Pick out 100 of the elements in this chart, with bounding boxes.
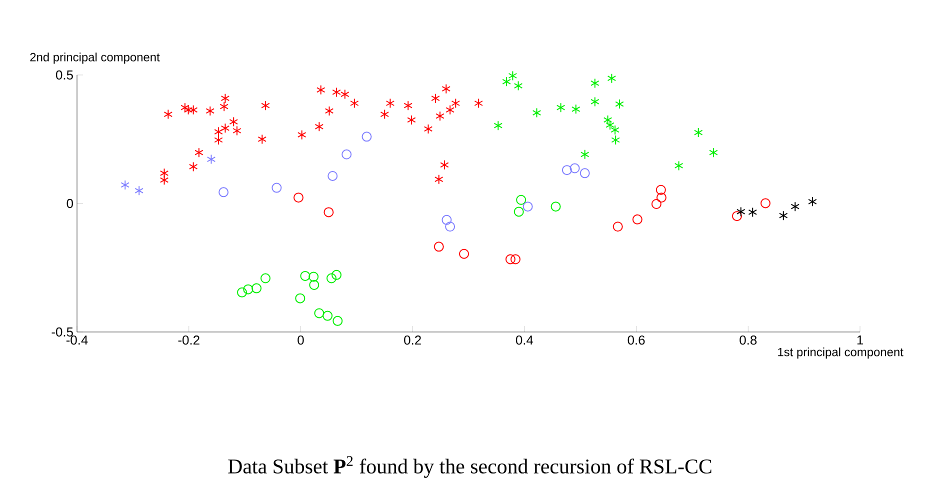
point [134,186,144,196]
x-tick-label: 0.4 [516,336,534,345]
point [434,242,444,252]
point [332,316,343,326]
y-axis-title: 2nd principal component [30,52,160,64]
point [326,273,336,284]
x-tick-label: 1 [857,336,863,344]
point [431,93,440,104]
point [258,134,267,144]
point [694,128,703,138]
point [508,70,518,81]
point [316,84,326,95]
point [404,100,413,111]
point [808,196,817,207]
point [445,222,456,232]
point [502,76,511,87]
point [295,293,306,304]
point [651,199,662,209]
x-tick-label: -0.4 [66,336,88,345]
point [314,308,324,318]
point [522,202,533,212]
y-tick-label: 0.5 [56,70,73,80]
point [510,254,520,264]
point [407,114,416,125]
point [656,184,666,195]
point [790,202,800,212]
point [164,109,173,120]
point [324,106,334,116]
point [350,98,359,108]
x-tick-label: 0.6 [628,336,645,345]
point [611,135,620,145]
point [632,214,642,224]
point [340,89,350,100]
x-tick-label: 0.2 [404,336,421,345]
point [674,160,684,171]
point [709,148,718,158]
point [206,154,216,164]
x-tick-label: -0.2 [178,336,200,345]
point [237,287,247,298]
point [260,273,270,284]
point [160,168,169,178]
point [442,84,451,94]
point [436,111,444,122]
point [314,122,324,132]
point [206,106,215,116]
point [732,211,742,222]
point [556,102,566,113]
point [516,194,526,205]
point [272,182,282,193]
point [293,192,304,203]
point [514,206,524,217]
point [607,73,616,84]
point [243,284,254,294]
point [328,170,338,181]
point [446,104,454,115]
point [308,272,319,282]
point [342,149,352,160]
point [362,132,372,142]
point [332,87,341,98]
x-tick-label: 0.8 [740,336,757,345]
point [309,280,320,290]
point [494,120,503,131]
point [322,310,333,321]
point [188,162,198,172]
point [532,108,542,118]
text: Data Subset P$^{2}$ found by the second recursion of RSL-CC [228,456,712,478]
point [120,180,130,190]
point [380,109,390,120]
x-tick-label: 0 [298,336,304,345]
point [612,222,623,232]
point [580,149,590,160]
point [474,98,483,108]
point [505,254,516,264]
point [580,168,590,178]
point [442,214,452,225]
point [261,100,270,111]
point [188,104,198,115]
point [656,192,666,203]
point [434,174,444,184]
point [332,270,342,280]
point [214,135,223,145]
point [562,165,572,176]
point [451,98,460,108]
point [297,130,306,140]
point [778,210,788,221]
point [550,202,561,212]
point [424,124,433,134]
point [570,163,580,174]
point [220,93,230,104]
point [220,102,228,112]
point [514,80,523,91]
point [324,207,334,218]
point [252,283,262,294]
point [590,96,600,107]
point [386,98,395,108]
point [220,123,230,134]
y-tick-label: -0.5 [52,327,73,337]
point [184,104,193,115]
point [615,99,624,110]
point [218,187,229,198]
